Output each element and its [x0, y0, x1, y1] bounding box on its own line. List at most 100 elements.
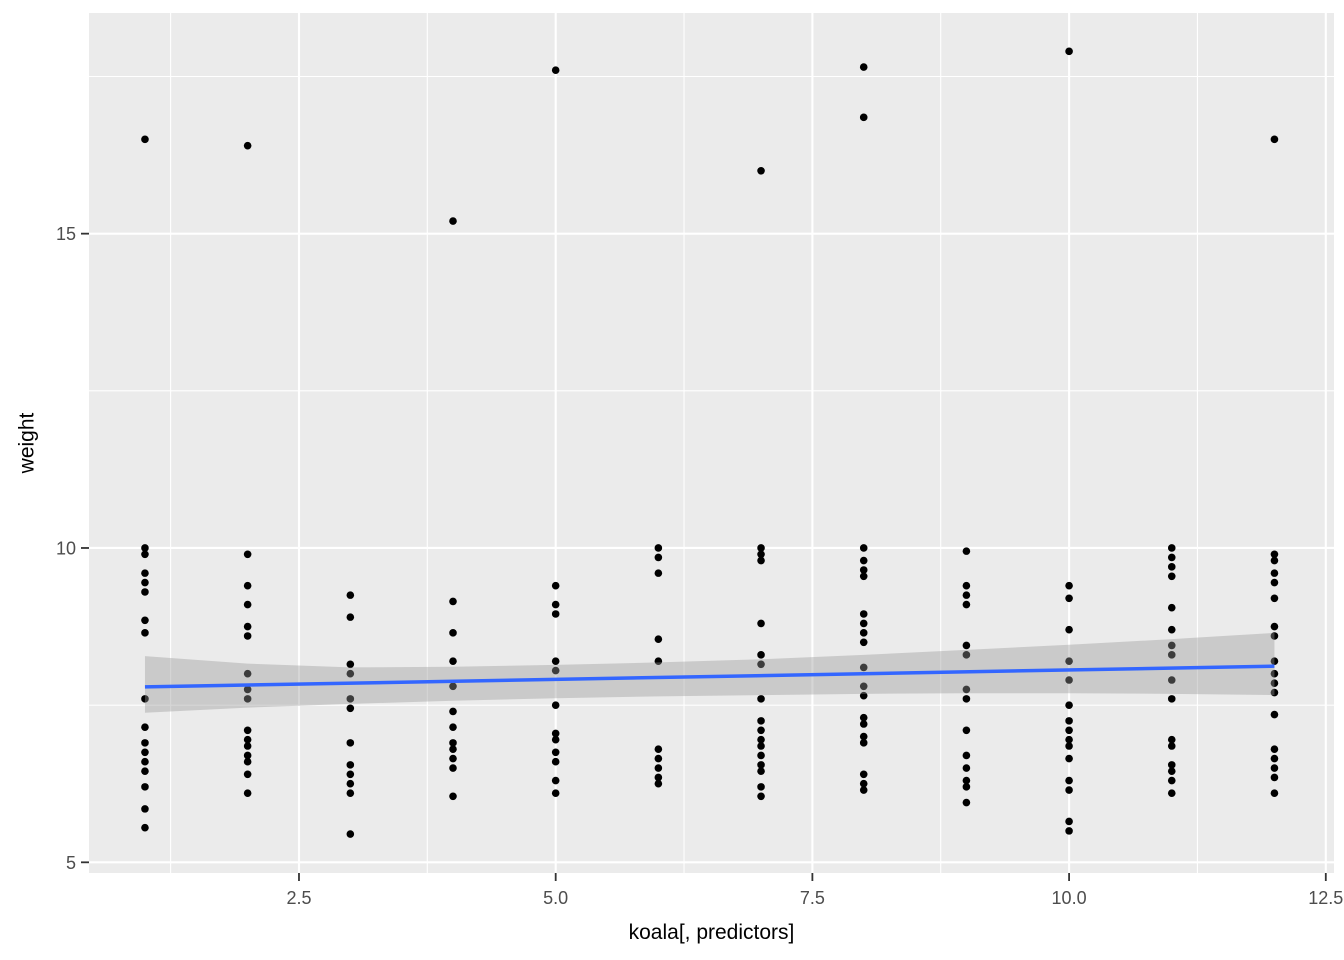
data-point	[757, 761, 765, 769]
data-point	[1167, 676, 1176, 684]
data-point	[243, 622, 252, 631]
data-point	[551, 748, 560, 757]
x-tick-label: 7.5	[800, 888, 825, 908]
data-point	[757, 767, 765, 775]
data-point	[1270, 657, 1279, 665]
data-point	[962, 798, 971, 807]
data-point	[1270, 632, 1279, 640]
data-point	[551, 657, 560, 665]
data-point	[1270, 754, 1279, 763]
data-point	[141, 578, 149, 587]
data-point	[1270, 773, 1279, 782]
data-point	[859, 113, 868, 122]
data-point	[346, 789, 355, 797]
data-point	[449, 217, 457, 225]
data-point	[449, 754, 457, 763]
data-point	[1167, 776, 1176, 785]
data-point	[1167, 695, 1176, 703]
data-point	[243, 757, 252, 766]
data-point	[757, 726, 765, 735]
data-point	[1167, 544, 1176, 552]
data-point	[346, 779, 355, 788]
data-point	[654, 764, 663, 772]
data-point	[1065, 581, 1073, 590]
data-point	[859, 556, 868, 565]
data-point	[1065, 754, 1073, 763]
data-point	[551, 66, 560, 75]
data-point	[859, 610, 868, 618]
data-point	[1065, 701, 1073, 709]
data-point	[1270, 688, 1279, 697]
data-point	[141, 823, 149, 832]
data-point	[859, 663, 868, 672]
data-point	[346, 739, 355, 747]
data-point	[449, 745, 457, 753]
data-point	[1270, 578, 1279, 587]
data-point	[757, 783, 765, 791]
y-tick-label: 10	[56, 538, 76, 558]
data-point	[859, 566, 868, 574]
data-point	[1065, 786, 1073, 794]
data-point	[757, 544, 765, 552]
data-point	[1065, 657, 1073, 665]
confidence-ribbon	[144, 632, 1275, 713]
data-point	[757, 742, 765, 750]
data-point	[1167, 641, 1176, 650]
panel-background	[89, 13, 1334, 873]
data-point	[551, 600, 560, 609]
data-point	[1065, 742, 1073, 750]
data-point	[757, 550, 765, 559]
data-point	[141, 783, 149, 791]
data-point	[859, 544, 868, 552]
data-point	[1270, 556, 1279, 565]
data-point	[1270, 569, 1279, 577]
data-point	[243, 695, 252, 703]
x-tick-label: 12.5	[1308, 888, 1343, 908]
data-point	[141, 767, 149, 775]
regression-line	[144, 664, 1275, 689]
y-tick-label: 5	[66, 853, 76, 873]
data-point	[859, 638, 868, 647]
data-point	[1167, 625, 1176, 634]
data-point	[243, 685, 252, 694]
data-point	[141, 616, 149, 625]
data-point	[962, 581, 971, 590]
data-point	[962, 751, 971, 760]
data-point	[141, 588, 149, 596]
data-point	[346, 704, 355, 713]
data-point	[859, 572, 868, 581]
x-axis-title: koala[, predictors]	[628, 921, 795, 944]
data-point	[1270, 594, 1279, 603]
data-point	[243, 632, 252, 640]
data-point	[859, 770, 868, 779]
data-point	[654, 635, 663, 643]
y-axis-title: weight	[15, 412, 39, 474]
data-point	[141, 135, 149, 144]
data-point	[1167, 651, 1176, 659]
data-point	[1167, 761, 1176, 769]
data-point	[962, 591, 971, 599]
data-point	[449, 792, 457, 801]
data-point	[757, 735, 765, 744]
data-point	[449, 597, 457, 606]
data-point	[757, 660, 765, 669]
data-point	[243, 735, 252, 744]
data-point	[757, 751, 765, 760]
data-point	[551, 776, 560, 785]
data-point	[551, 729, 560, 738]
data-point	[141, 723, 149, 731]
data-point	[449, 629, 457, 637]
data-point	[654, 553, 663, 562]
data-point	[654, 779, 663, 788]
data-point	[1270, 135, 1279, 144]
data-point	[1065, 776, 1073, 785]
data-point	[141, 757, 149, 766]
data-point	[346, 669, 355, 678]
data-point	[1270, 622, 1279, 631]
data-point	[346, 613, 355, 621]
data-point	[1270, 764, 1279, 772]
data-point	[757, 556, 765, 565]
data-point	[346, 591, 355, 599]
data-point	[962, 695, 971, 703]
data-point	[1065, 676, 1073, 684]
